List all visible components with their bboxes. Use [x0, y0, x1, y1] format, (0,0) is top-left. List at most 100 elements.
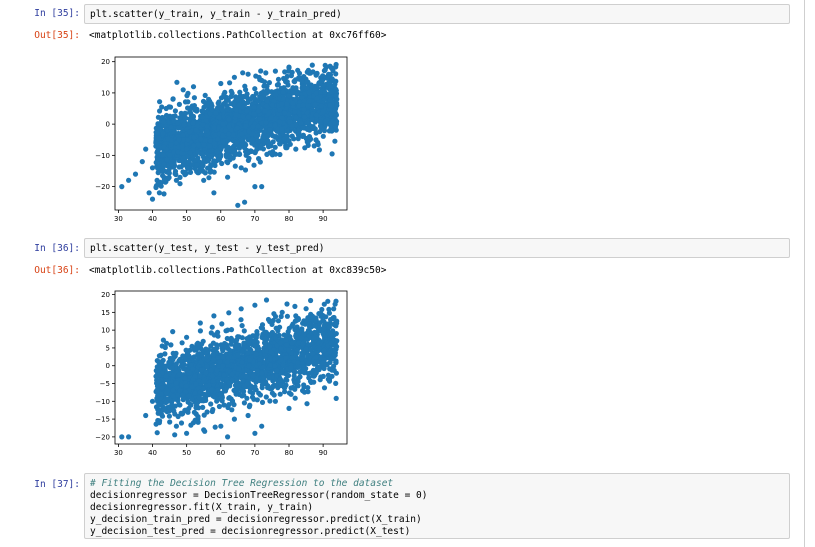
scatter-point [321, 301, 327, 307]
scatter-point [245, 71, 251, 77]
scatter-point [268, 115, 274, 121]
scatter-point [242, 83, 248, 89]
scatter-point [267, 127, 273, 133]
scatter-point [267, 398, 273, 404]
scatter-point [318, 89, 324, 95]
scatter-point [255, 108, 262, 114]
scatter-point [201, 177, 207, 183]
scatter-point [288, 391, 294, 397]
scatter-point [191, 143, 197, 149]
scatter-point [176, 164, 182, 170]
scatter-point [327, 348, 333, 355]
scatter-point [170, 96, 176, 102]
scatter-point [168, 124, 174, 130]
scatter-point [235, 202, 241, 208]
scatter-point [306, 324, 313, 330]
scatter-point [226, 310, 232, 316]
scatter-point [293, 86, 299, 92]
code-cell-36[interactable]: plt.scatter(y_test, y_test - y_test_pred… [84, 238, 790, 258]
scatter-point [329, 76, 335, 82]
scatter-point [226, 123, 232, 130]
scatter-point [320, 373, 326, 379]
scatter-point [308, 297, 314, 304]
scatter-point [296, 369, 303, 375]
scatter-point [263, 120, 269, 126]
scatter-point [238, 306, 244, 312]
scatter-point [171, 118, 177, 124]
scatter-point [261, 375, 267, 381]
scatter-point [332, 124, 339, 130]
scatter-point [194, 403, 200, 410]
scatter-point [289, 323, 295, 329]
scatter-point [211, 124, 217, 131]
scatter-point [292, 109, 298, 115]
code-line: decisionregressor.fit(X_train, y_train) [90, 502, 314, 513]
scatter-point [275, 318, 281, 324]
scatter-point [245, 150, 251, 156]
scatter-point [332, 301, 338, 307]
scatter-point [232, 163, 238, 169]
x-tick-label: 40 [148, 449, 157, 457]
scatter-point [278, 357, 284, 363]
scatter-point [187, 129, 193, 135]
scatter-point [280, 89, 286, 95]
scatter-point [317, 320, 323, 326]
scatter-point [327, 97, 333, 103]
scatter-point [301, 114, 308, 120]
scatter-point [232, 382, 239, 388]
scatter-point [253, 133, 259, 139]
scatter-point [170, 393, 176, 399]
code-cell-37[interactable]: # Fitting the Decision Tree Regression t… [84, 473, 790, 539]
scatter-point [208, 387, 215, 393]
scatter-point [201, 142, 207, 148]
in-prompt-36: In [36]: [34, 243, 80, 254]
scatter-point [305, 139, 311, 146]
scatter-point [277, 151, 283, 158]
scatter-point [299, 335, 305, 341]
y-tick-label: 20 [101, 58, 110, 66]
scatter-point [180, 396, 186, 403]
scatter-point [301, 98, 307, 104]
scatter-point [169, 365, 175, 371]
y-tick-label: −10 [95, 152, 110, 160]
scatter-point [321, 319, 327, 325]
scatter-point [234, 337, 240, 343]
scatter-point [220, 363, 226, 369]
scatter-point [287, 141, 293, 147]
scatter-point [304, 79, 310, 85]
scatter-point [207, 143, 213, 149]
scatter-point [211, 332, 217, 338]
scatter-point [292, 79, 298, 85]
scatter-point [195, 399, 201, 405]
scatter-point [178, 420, 185, 426]
code-cell-35[interactable]: plt.scatter(y_train, y_train - y_train_p… [84, 4, 790, 24]
scatter-point [160, 337, 166, 343]
scatter-point [295, 136, 301, 142]
scatter-point [277, 376, 284, 383]
scatter-point [230, 132, 236, 138]
scatter-point [190, 84, 197, 90]
scatter-point [263, 297, 270, 303]
scatter-point [322, 89, 328, 95]
x-tick-label: 30 [114, 449, 123, 457]
scatter-point [176, 371, 183, 378]
in-prompt-35: In [35]: [34, 8, 80, 19]
scatter-point [304, 401, 310, 407]
scatter-point [187, 150, 193, 156]
scatter-point [234, 125, 241, 131]
scatter-point [163, 390, 170, 396]
scatter-point [328, 317, 334, 323]
scatter-point [255, 123, 261, 129]
scatter-point [155, 170, 161, 176]
scatter-point [170, 387, 176, 393]
scatter-point [221, 402, 227, 408]
scatter-point [204, 409, 210, 415]
scatter-point [173, 423, 179, 429]
scatter-point [173, 350, 179, 356]
scatter-point [190, 366, 196, 372]
x-tick-label: 50 [182, 215, 191, 223]
scatter-point [284, 101, 290, 107]
scatter-point [334, 102, 340, 109]
scatter-point [216, 156, 222, 163]
